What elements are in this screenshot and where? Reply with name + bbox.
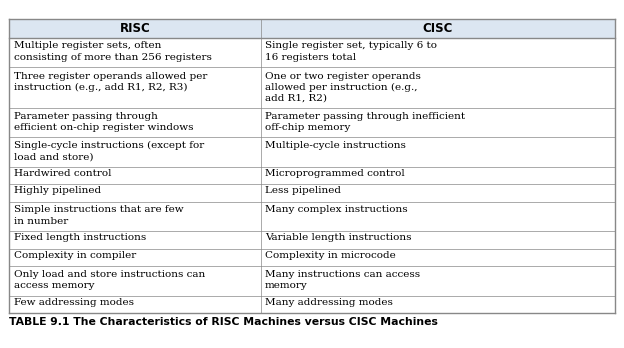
Text: Less pipelined: Less pipelined — [265, 187, 341, 196]
Text: TABLE 9.1 The Characteristics of RISC Machines versus CISC Machines: TABLE 9.1 The Characteristics of RISC Ma… — [9, 317, 438, 327]
Text: Parameter passing through inefficient: Parameter passing through inefficient — [265, 112, 465, 121]
Text: Microprogrammed control: Microprogrammed control — [265, 169, 405, 178]
Text: memory: memory — [265, 281, 308, 290]
Text: instruction (e.g., add R1, R2, R3): instruction (e.g., add R1, R2, R3) — [14, 83, 187, 92]
Text: Single register set, typically 6 to: Single register set, typically 6 to — [265, 41, 437, 50]
Text: Simple instructions that are few: Simple instructions that are few — [14, 205, 183, 214]
Text: consisting of more than 256 registers: consisting of more than 256 registers — [14, 53, 212, 62]
Text: RISC: RISC — [120, 22, 150, 35]
Text: access memory: access memory — [14, 281, 94, 290]
Text: Variable length instructions: Variable length instructions — [265, 233, 411, 242]
Text: Complexity in compiler: Complexity in compiler — [14, 251, 136, 260]
Text: Many complex instructions: Many complex instructions — [265, 205, 407, 214]
Text: Single-cycle instructions (except for: Single-cycle instructions (except for — [14, 141, 204, 150]
Text: 16 registers total: 16 registers total — [265, 53, 356, 62]
Text: efficient on-chip register windows: efficient on-chip register windows — [14, 123, 193, 132]
FancyBboxPatch shape — [9, 19, 615, 38]
Text: Complexity in microcode: Complexity in microcode — [265, 251, 396, 260]
Text: allowed per instruction (e.g.,: allowed per instruction (e.g., — [265, 83, 417, 92]
Text: Many addressing modes: Many addressing modes — [265, 298, 392, 307]
Text: Only load and store instructions can: Only load and store instructions can — [14, 270, 205, 279]
Text: Hardwired control: Hardwired control — [14, 169, 111, 178]
Text: Few addressing modes: Few addressing modes — [14, 298, 134, 307]
Text: Multiple register sets, often: Multiple register sets, often — [14, 41, 161, 50]
Text: Highly pipelined: Highly pipelined — [14, 187, 101, 196]
Text: Parameter passing through: Parameter passing through — [14, 112, 158, 121]
Text: One or two register operands: One or two register operands — [265, 72, 421, 81]
Text: Multiple-cycle instructions: Multiple-cycle instructions — [265, 141, 406, 150]
Text: Many instructions can access: Many instructions can access — [265, 270, 420, 279]
Text: CISC: CISC — [422, 22, 453, 35]
Text: Three register operands allowed per: Three register operands allowed per — [14, 72, 207, 81]
Text: add R1, R2): add R1, R2) — [265, 93, 327, 102]
Text: in number: in number — [14, 217, 68, 226]
Text: off-chip memory: off-chip memory — [265, 123, 350, 132]
Text: Fixed length instructions: Fixed length instructions — [14, 233, 146, 242]
Text: load and store): load and store) — [14, 152, 93, 161]
